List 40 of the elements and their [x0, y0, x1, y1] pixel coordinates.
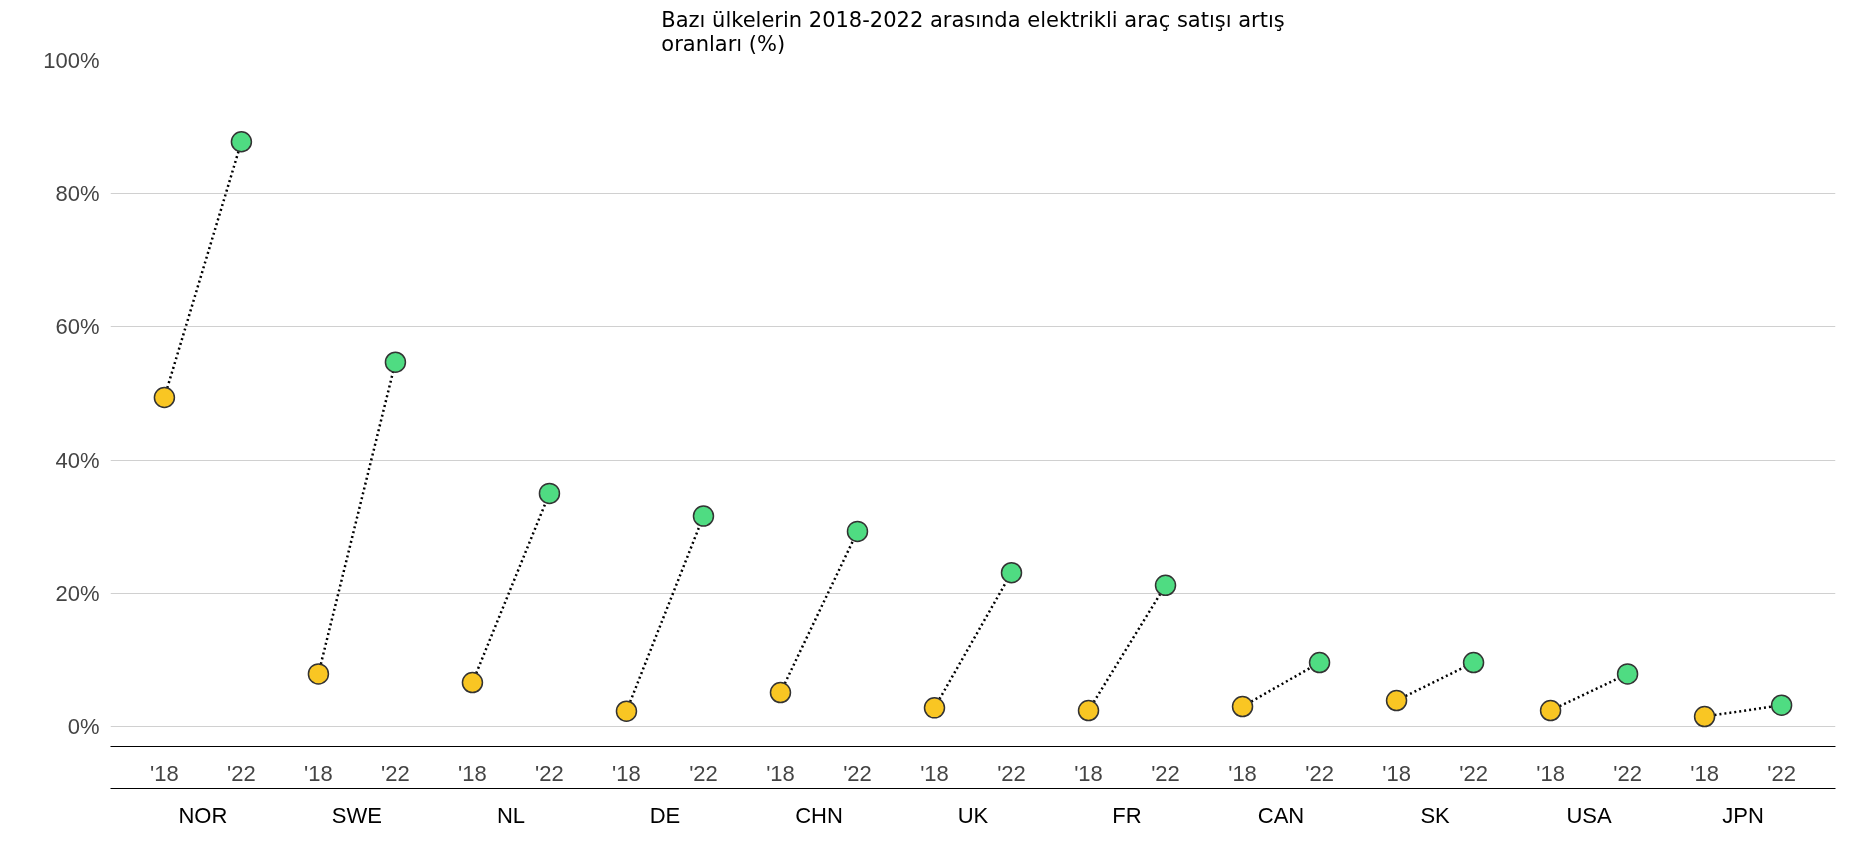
x-tick-label: '22: [1151, 760, 1180, 786]
text: NL: [496, 802, 526, 828]
x-tick-label: '22: [381, 760, 410, 786]
chart-title: Bazı ülkelerin 2018-2022 arasında elektrikli araç satışı artış oranları (%): [661, 7, 1285, 56]
text: NOR: [178, 802, 228, 828]
x-tick-label: '18: [304, 760, 333, 786]
x-tick-label: '18: [920, 760, 949, 786]
x-tick-label: '18: [612, 760, 641, 786]
text: UK: [957, 802, 989, 828]
y-tick-label: 100%: [43, 48, 100, 73]
x-tick-label: '22: [535, 760, 564, 786]
y-tick-label: 20%: [55, 580, 100, 606]
x-tick-label: '18: [1382, 760, 1411, 786]
x-tick-label: '18: [1690, 760, 1719, 786]
x-tick-label: '18: [1228, 760, 1257, 786]
y-tick-label: 40%: [55, 447, 100, 473]
x-tick-label: '18: [1074, 760, 1103, 786]
y-tick-label: 80%: [55, 181, 100, 207]
x-tick-label: '22: [1459, 760, 1488, 786]
text: DE: [649, 802, 681, 828]
text: FR: [1112, 802, 1142, 828]
x-tick-label: '22: [227, 760, 256, 786]
x-tick-label: '22: [843, 760, 872, 786]
y-tick-label: 60%: [55, 314, 100, 340]
text: CAN: [1257, 802, 1305, 828]
x-tick-label: '22: [997, 760, 1026, 786]
x-tick-label: '22: [1305, 760, 1334, 786]
x-tick-label: '18: [766, 760, 795, 786]
x-tick-label: '22: [689, 760, 718, 786]
text: CHN: [795, 802, 843, 828]
x-tick-label: '22: [1767, 760, 1796, 786]
text: USA: [1566, 802, 1613, 828]
x-tick-label: '18: [458, 760, 487, 786]
y-tick-label: 0%: [67, 714, 100, 740]
text: SK: [1420, 802, 1451, 828]
x-tick-label: '18: [150, 760, 179, 786]
x-tick-label: '22: [1613, 760, 1642, 786]
text: JPN: [1722, 802, 1764, 828]
x-tick-label: '18: [1536, 760, 1565, 786]
text: SWE: [331, 802, 382, 828]
